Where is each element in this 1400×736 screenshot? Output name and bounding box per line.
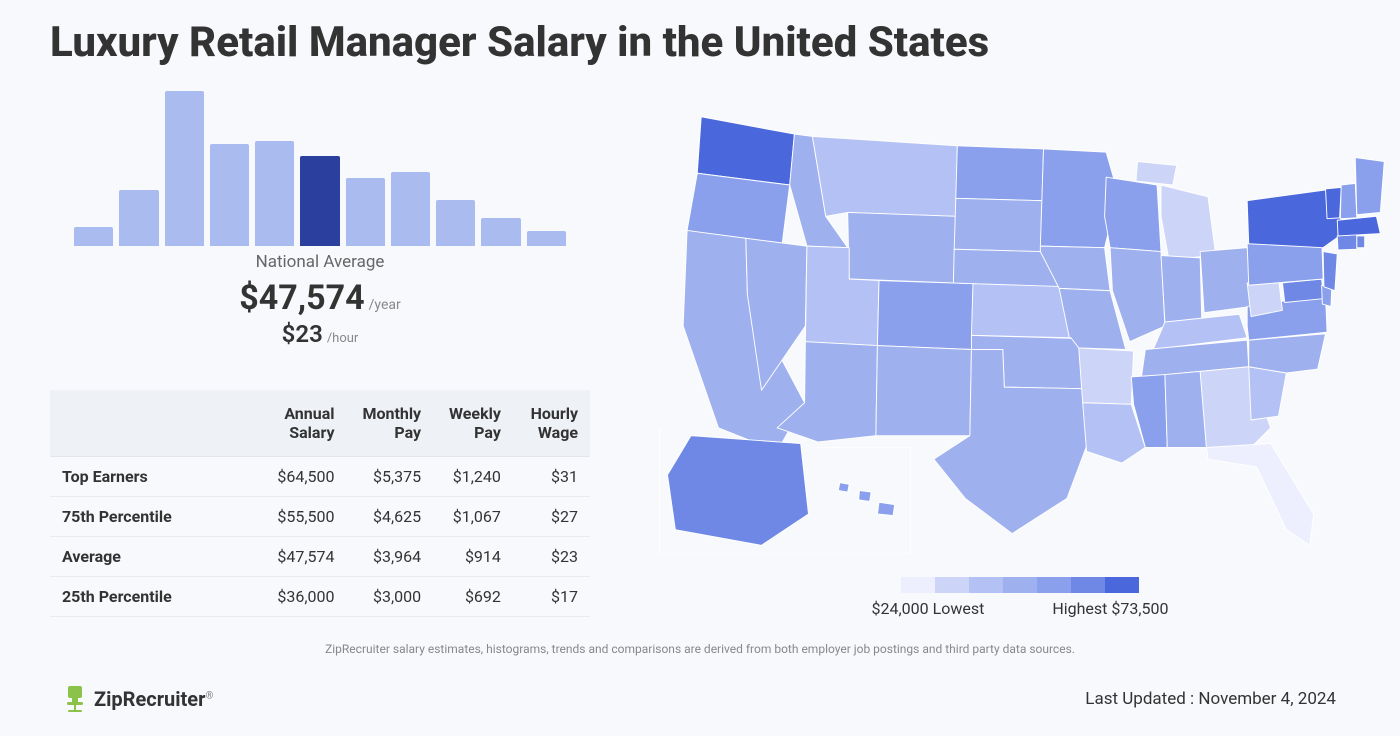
state-VT: [1326, 187, 1342, 218]
salary-table: Annual SalaryMonthly PayWeekly PayHourly…: [50, 390, 590, 617]
state-IN: [1161, 256, 1202, 323]
histogram-bar: [391, 172, 430, 246]
table-cell: $64,500: [260, 457, 347, 497]
table-cell: $1,240: [433, 457, 513, 497]
chair-icon: [64, 684, 88, 714]
table-cell: $3,000: [347, 577, 434, 617]
state-CO: [877, 281, 973, 350]
salary-histogram: [50, 91, 590, 246]
national-average-label: National Average: [50, 252, 590, 272]
histogram-bar: [74, 227, 113, 246]
state-NJ: [1323, 252, 1337, 291]
state-SC: [1249, 367, 1287, 420]
state-AK: [668, 436, 809, 546]
salary-hour: $23/hour: [50, 320, 590, 348]
state-HI: [838, 483, 894, 516]
state-AR: [1079, 348, 1134, 404]
table-cell: $17: [513, 577, 590, 617]
table-cell: $4,625: [347, 497, 434, 537]
histogram-bar: [436, 200, 475, 247]
table-cell: 25th Percentile: [50, 577, 260, 617]
legend-swatch: [1003, 577, 1037, 593]
histogram-bar: [481, 218, 520, 246]
logo-text: ZipRecruiter: [94, 687, 205, 711]
legend-low-label: $24,000 Lowest: [872, 599, 985, 618]
state-FL: [1206, 444, 1313, 546]
salary-year-value: $47,574: [239, 278, 364, 318]
table-cell: $27: [513, 497, 590, 537]
table-cell: $55,500: [260, 497, 347, 537]
table-row: Average$47,574$3,964$914$23: [50, 537, 590, 577]
table-header: Annual Salary: [260, 390, 347, 457]
table-row: Top Earners$64,500$5,375$1,240$31: [50, 457, 590, 497]
table-cell: $692: [433, 577, 513, 617]
table-cell: $914: [433, 537, 513, 577]
page-title: Luxury Retail Manager Salary in the Unit…: [50, 18, 1350, 67]
table-cell: $36,000: [260, 577, 347, 617]
state-WY: [848, 212, 956, 283]
us-map: [640, 91, 1400, 565]
state-RI: [1357, 236, 1365, 248]
table-cell: $31: [513, 457, 590, 497]
state-NH: [1340, 183, 1356, 218]
salary-hour-unit: /hour: [327, 331, 359, 346]
legend-swatch: [1105, 577, 1139, 593]
salary-hour-value: $23: [282, 320, 323, 348]
table-header: [50, 390, 260, 457]
table-row: 75th Percentile$55,500$4,625$1,067$27: [50, 497, 590, 537]
state-CT: [1337, 234, 1357, 250]
state-MD: [1282, 279, 1324, 303]
histogram-bar: [255, 141, 294, 246]
table-cell: Top Earners: [50, 457, 260, 497]
legend-swatch: [1071, 577, 1105, 593]
legend-high-label: Highest $73,500: [1052, 599, 1168, 618]
state-NM: [876, 346, 972, 436]
state-NC: [1249, 334, 1326, 373]
map-legend: $24,000 Lowest Highest $73,500: [640, 577, 1400, 618]
legend-swatch: [901, 577, 935, 593]
footer-note: ZipRecruiter salary estimates, histogram…: [50, 642, 1350, 656]
state-ND: [956, 146, 1044, 201]
salary-year: $47,574/year: [50, 278, 590, 318]
table-header: Hourly Wage: [513, 390, 590, 457]
state-WI: [1105, 177, 1161, 251]
histogram-bar: [346, 178, 385, 246]
histogram-bar: [119, 190, 158, 246]
table-row: 25th Percentile$36,000$3,000$692$17: [50, 577, 590, 617]
table-cell: 75th Percentile: [50, 497, 260, 537]
table-header: Weekly Pay: [433, 390, 513, 457]
state-MA: [1337, 216, 1380, 236]
table-cell: $1,067: [433, 497, 513, 537]
table-header: Monthly Pay: [347, 390, 434, 457]
histogram-bar: [527, 231, 566, 247]
legend-swatch: [969, 577, 1003, 593]
histogram-bar: [210, 144, 249, 246]
state-MT: [812, 136, 957, 216]
table-cell: $5,375: [347, 457, 434, 497]
legend-swatch: [1037, 577, 1071, 593]
table-cell: Average: [50, 537, 260, 577]
histogram-bar: [300, 156, 339, 246]
table-cell: $3,964: [347, 537, 434, 577]
table-cell: $23: [513, 537, 590, 577]
ziprecruiter-logo: ZipRecruiter®: [64, 684, 213, 714]
table-cell: $47,574: [260, 537, 347, 577]
histogram-bar: [165, 91, 204, 246]
state-OH: [1200, 248, 1251, 313]
state-KS: [971, 284, 1070, 338]
legend-swatch: [935, 577, 969, 593]
last-updated: Last Updated : November 4, 2024: [1085, 689, 1336, 709]
salary-year-unit: /year: [369, 297, 401, 313]
state-SD: [954, 198, 1042, 251]
state-ME: [1355, 158, 1384, 215]
state-AL: [1165, 371, 1207, 447]
